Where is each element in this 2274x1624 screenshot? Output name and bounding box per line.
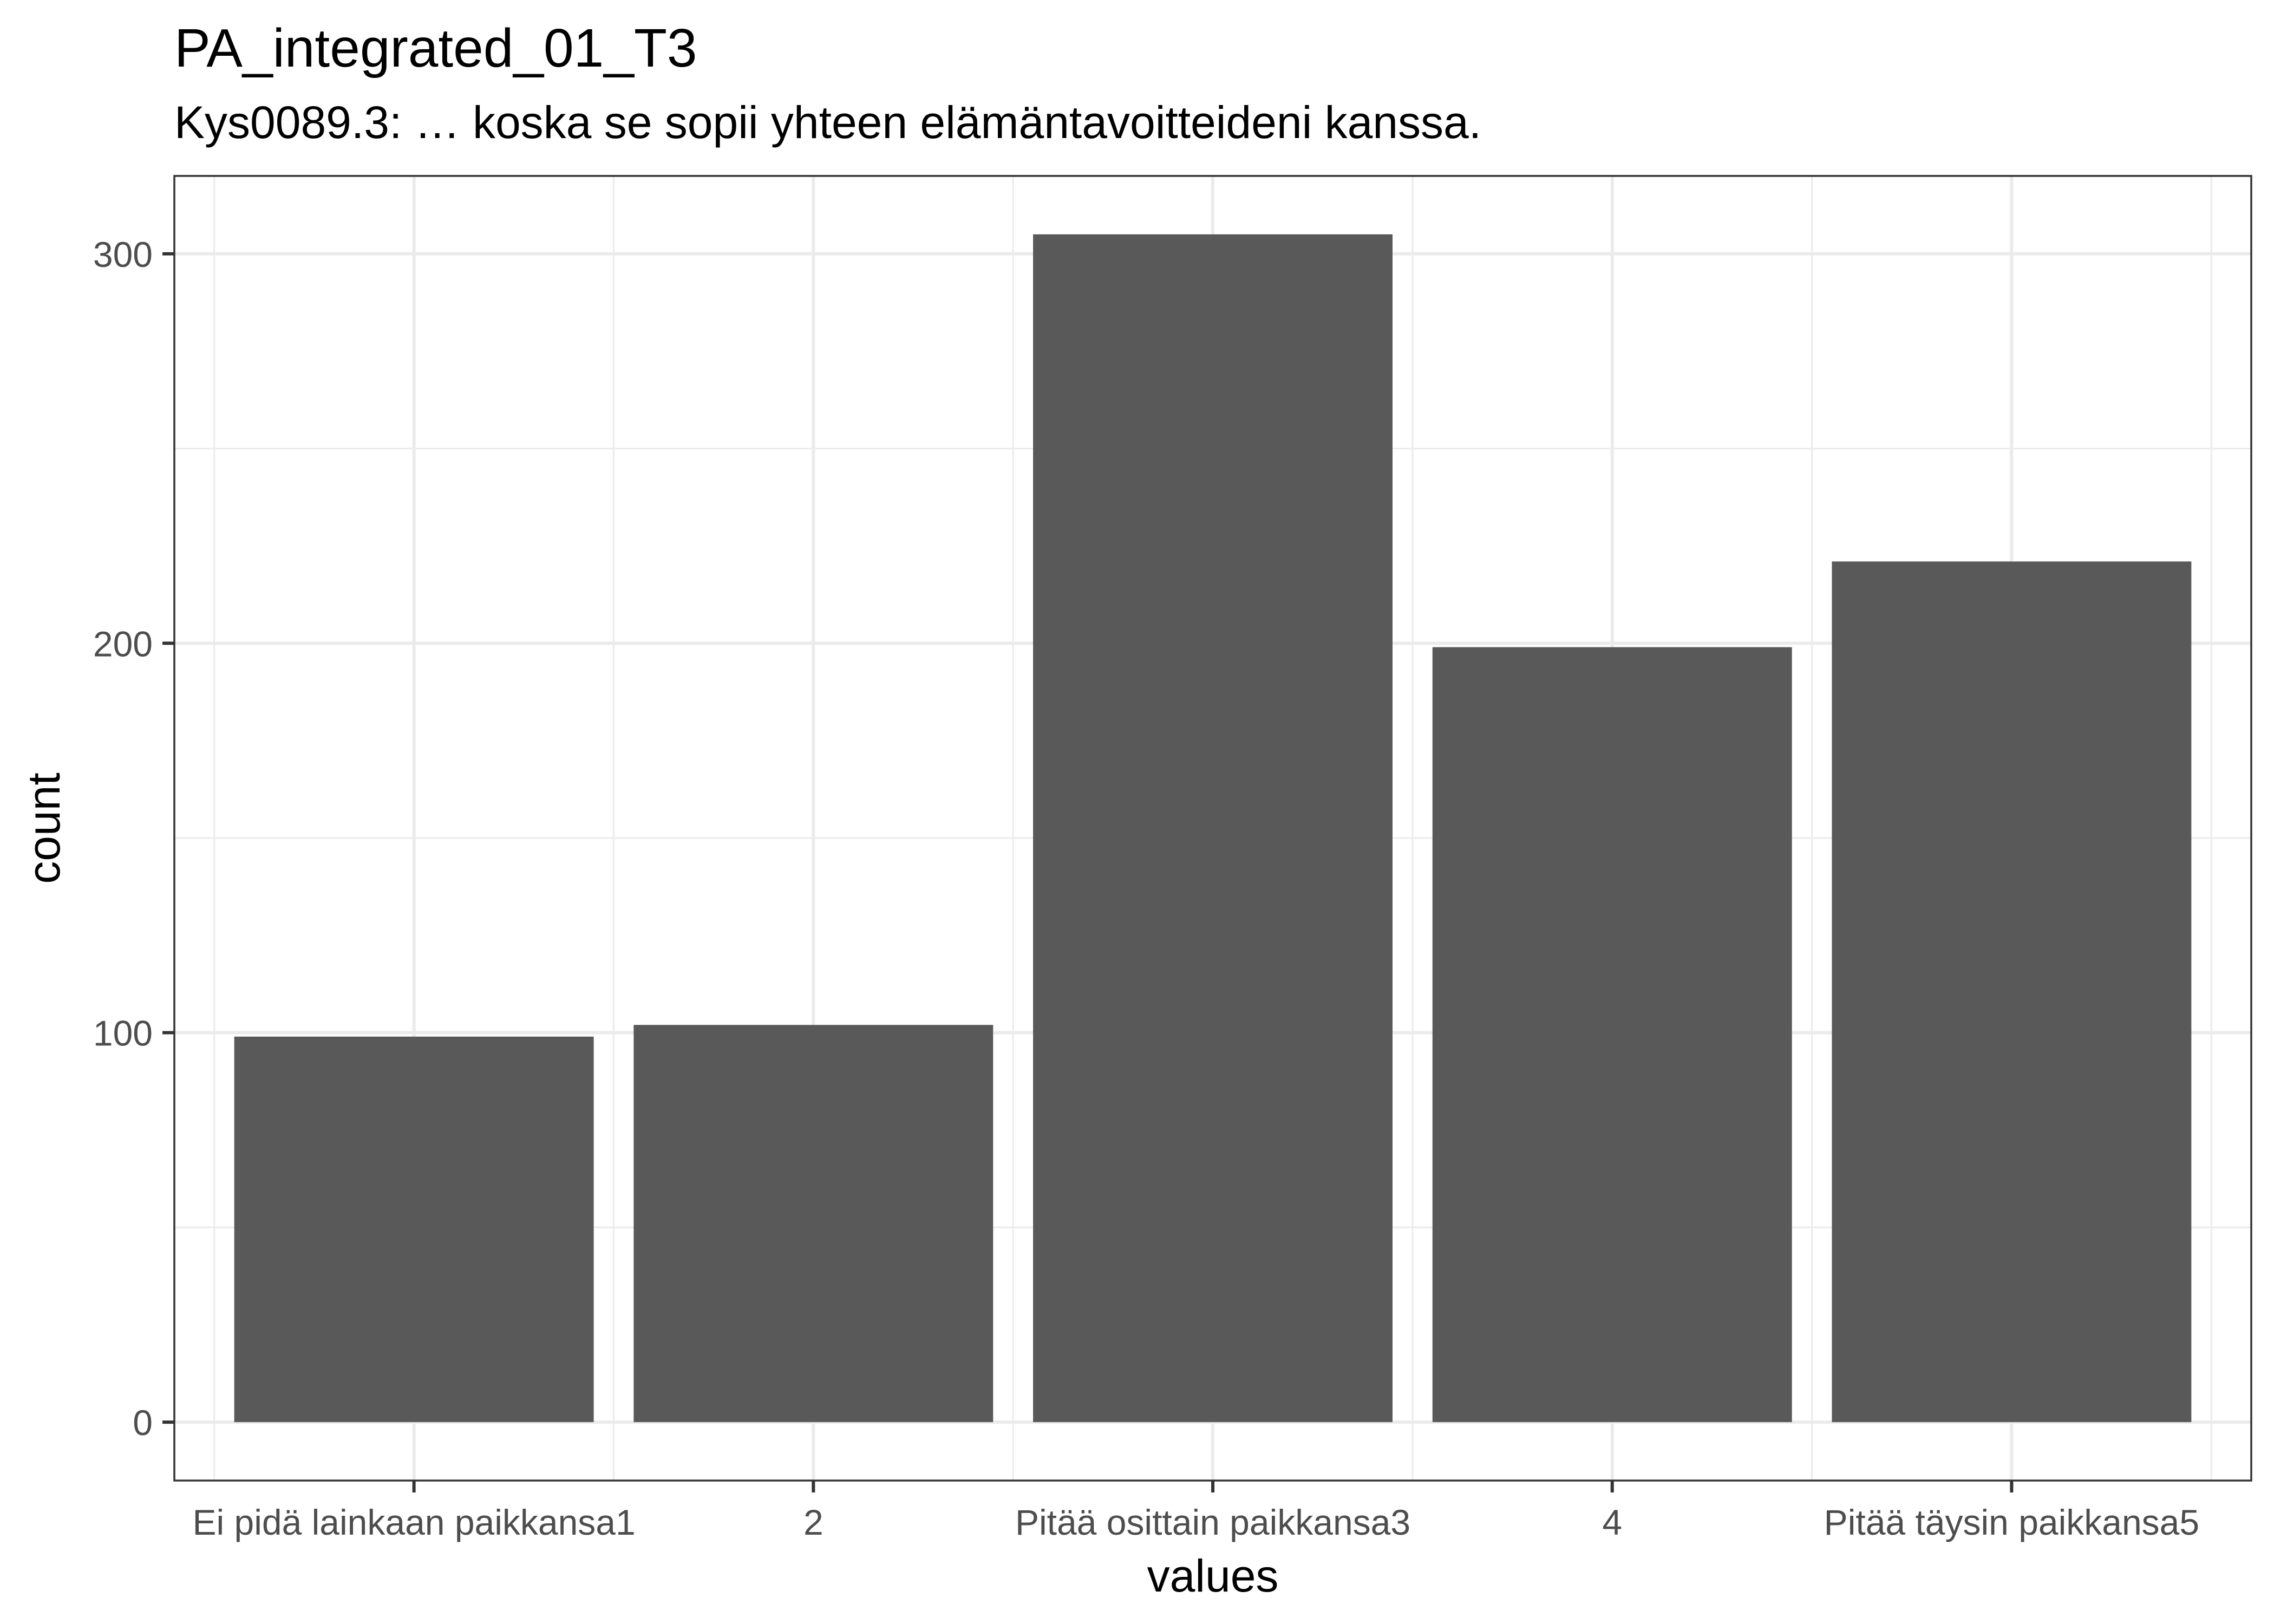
bar <box>234 1036 594 1423</box>
x-tick-label: Pitää osittain paikkansa3 <box>1015 1502 1410 1542</box>
bars <box>234 234 2192 1423</box>
y-tick-label: 0 <box>133 1403 153 1443</box>
x-axis-title: values <box>1147 1550 1279 1601</box>
bar <box>1432 647 1792 1423</box>
chart-subtitle: Kys0089.3: … koska se sopii yhteen elämä… <box>174 97 1482 148</box>
bar <box>633 1025 994 1423</box>
x-axis: Ei pidä lainkaan paikkansa1 2 Pitää ositta… <box>192 1481 2199 1542</box>
bar <box>1033 234 1393 1423</box>
bar <box>1832 561 2192 1423</box>
chart-title: PA_integrated_01_T3 <box>174 18 697 78</box>
x-tick-label: Pitää täysin paikkansa5 <box>1824 1502 2199 1542</box>
x-tick-label: 2 <box>803 1502 824 1542</box>
y-tick-label: 200 <box>93 624 153 664</box>
y-tick-label: 300 <box>93 234 153 274</box>
y-tick-label: 100 <box>93 1013 153 1053</box>
x-tick-label: 4 <box>1602 1502 1622 1542</box>
y-axis-title: count <box>18 772 69 884</box>
x-tick-label: Ei pidä lainkaan paikkansa1 <box>192 1502 635 1542</box>
y-axis: 0 100 200 300 <box>93 234 174 1443</box>
